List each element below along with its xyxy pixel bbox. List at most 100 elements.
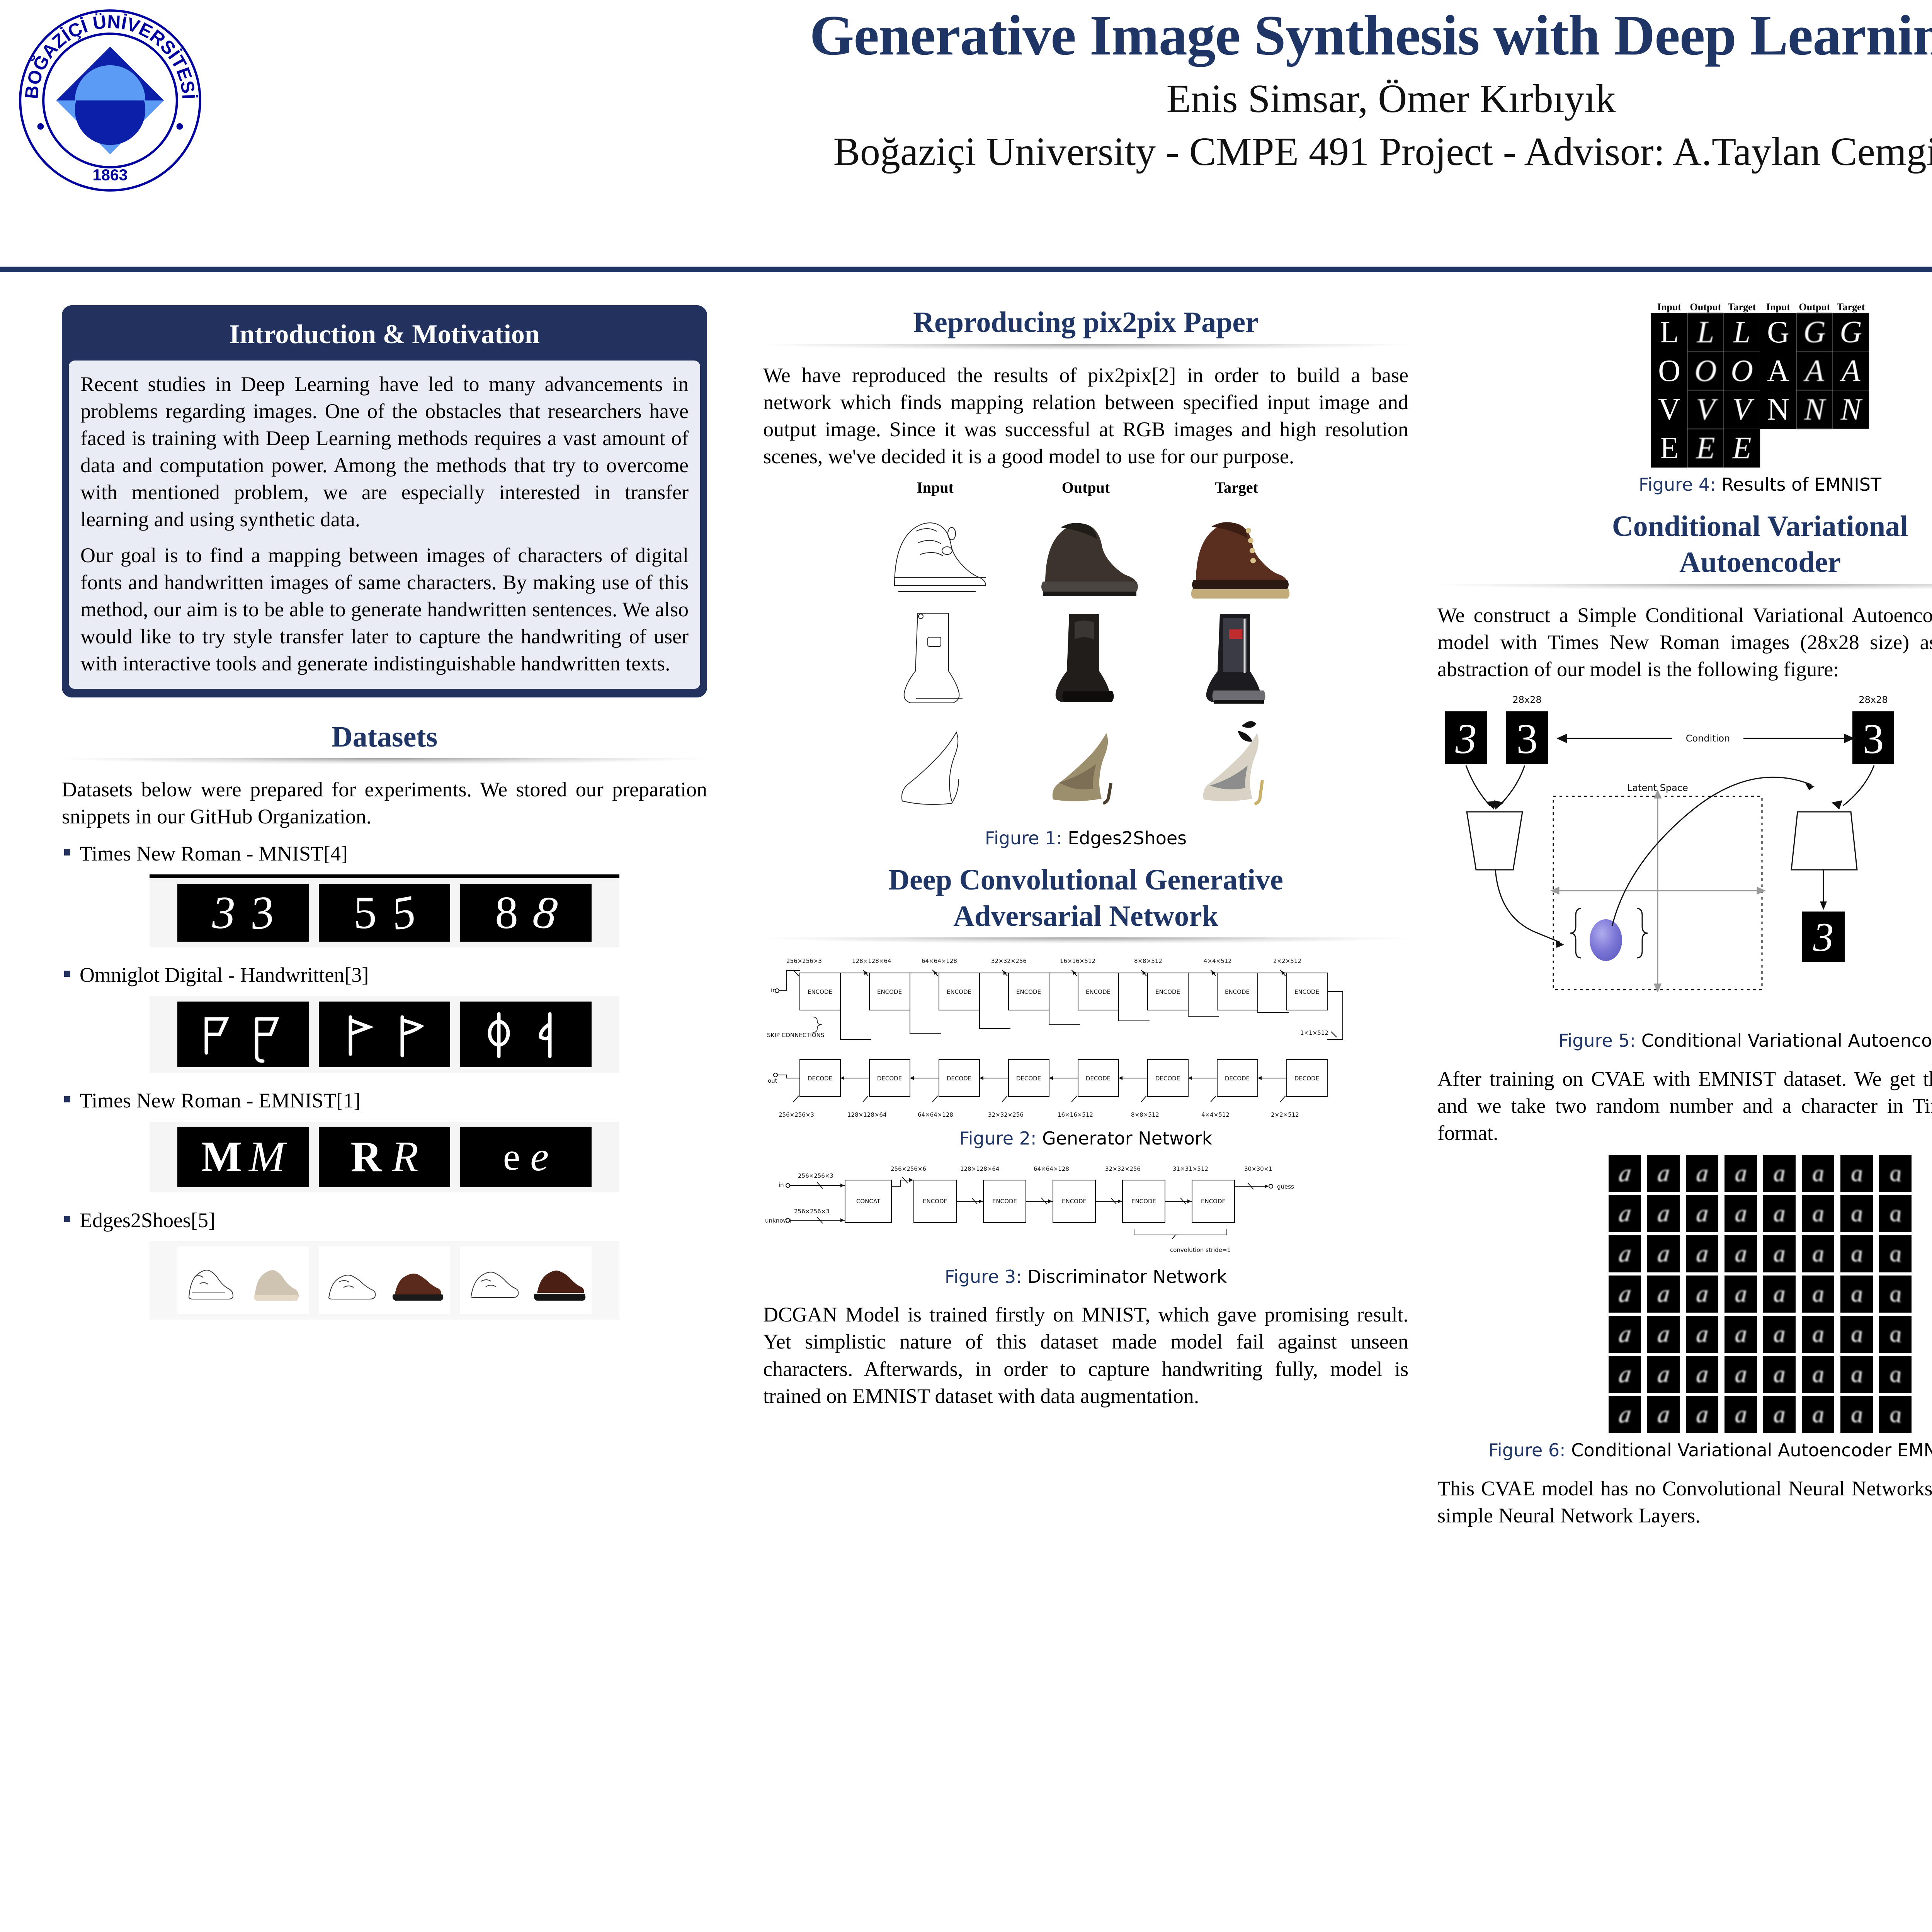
glyph-cell: A	[1833, 352, 1869, 390]
size-label-right: 28x28	[1859, 694, 1888, 705]
dataset-item-omniglot: Omniglot Digital - Handwritten[3]	[62, 960, 707, 990]
figure6-cell: a	[1879, 1195, 1912, 1233]
figure4-row: N N N	[1760, 390, 1869, 429]
dim-label: 16×16×512	[1058, 1111, 1093, 1118]
dim-label: 128×128×64	[847, 1111, 886, 1118]
figure6-cell: a	[1840, 1316, 1873, 1353]
figure5-caption-text: Conditional Variational Autoencoder	[1641, 1030, 1932, 1051]
cvae-title-line2: Autoencoder	[1679, 546, 1841, 579]
encode-block-label: ENCODE	[1225, 988, 1250, 995]
figure6-glyph: a	[1773, 1160, 1786, 1187]
output-boot	[1041, 523, 1138, 597]
dim-label: 32×32×256	[991, 957, 1027, 964]
out-label: out	[768, 1077, 777, 1084]
poster-header: BOĞAZİÇİ ÜNİVERSİTESİ 1863 Generative Im…	[0, 0, 1932, 272]
dim-label: 16×16×512	[1060, 957, 1095, 964]
dataset-samples-emnist: M M R R e e	[150, 1121, 619, 1192]
digit-glyph: 3	[1863, 715, 1884, 762]
figure2-caption-number: Figure 2:	[959, 1128, 1037, 1149]
figure6-glyph: a	[1695, 1240, 1709, 1267]
figure6-cell: a	[1879, 1155, 1912, 1192]
figure6-glyph: a	[1617, 1240, 1633, 1268]
datasets-title: Datasets	[331, 720, 438, 753]
encode-block-label: ENCODE	[1131, 1198, 1156, 1205]
glyph-cell: V	[1687, 390, 1724, 429]
figure6-glyph: a	[1734, 1200, 1747, 1227]
figure4-left-rows: L L L O O O V V V E	[1651, 313, 1760, 468]
figure6-glyph: a	[1617, 1320, 1633, 1348]
figure4-left-labels: Input Output Target	[1651, 301, 1760, 313]
dim-label: 30×30×1	[1244, 1165, 1272, 1172]
decode-block-label: DECODE	[877, 1075, 902, 1082]
sample-tile: 3 3	[177, 884, 309, 942]
figure6-glyph: a	[1888, 1361, 1903, 1388]
figure6-glyph: a	[1850, 1160, 1864, 1187]
figure4-label-input: Input	[1766, 301, 1791, 313]
cvae-paragraph-1: We construct a Simple Conditional Variat…	[1437, 603, 1932, 681]
figure6-cell: a	[1725, 1356, 1757, 1393]
figure6-glyph: a	[1695, 1281, 1709, 1308]
figure6-cell: a	[1802, 1195, 1834, 1233]
figure6-glyph: a	[1850, 1401, 1864, 1428]
dim-label: 4×4×512	[1204, 957, 1232, 964]
figure6-cell: a	[1686, 1235, 1718, 1273]
figure4-caption-text: Results of EMNIST	[1721, 474, 1882, 495]
sample-glyph: e	[530, 1134, 549, 1180]
figure6-cell: a	[1609, 1396, 1641, 1434]
figure4-row: V V V	[1651, 390, 1760, 429]
dcgan-rule	[763, 937, 1408, 944]
encode-block-label: ENCODE	[1086, 988, 1111, 995]
figure6-cell: a	[1609, 1276, 1641, 1313]
figure6-glyph: a	[1617, 1160, 1633, 1187]
figure6-cell: a	[1840, 1276, 1873, 1313]
figure6-glyph: a	[1734, 1281, 1747, 1308]
figure6-cell: a	[1647, 1195, 1680, 1233]
figure6-cell: a	[1609, 1195, 1641, 1233]
dataset-list-omniglot: Omniglot Digital - Handwritten[3]	[62, 960, 707, 990]
sample-tile	[177, 1247, 309, 1315]
figure6-glyph: a	[1656, 1240, 1671, 1268]
dataset-samples-mnist: 3 3 5 5 8 8	[150, 874, 619, 947]
figure6-cell: a	[1879, 1276, 1912, 1313]
figure6-cell: a	[1763, 1276, 1796, 1313]
digit-glyph: 3	[1517, 715, 1538, 762]
glyph-cell: G	[1796, 313, 1833, 352]
dim-label: 128×128×64	[960, 1165, 999, 1172]
poster-authors: Enis Simsar, Ömer Kırbıyık	[1166, 76, 1616, 121]
figure6-glyph: a	[1811, 1321, 1825, 1348]
figure6-glyph: a	[1888, 1320, 1903, 1348]
figure6-glyph: a	[1734, 1240, 1747, 1267]
figure6-cell: a	[1647, 1235, 1680, 1273]
target-boot	[1191, 522, 1290, 599]
in-label: in	[779, 1182, 784, 1189]
figure4-right-group: Input Output Target G G G A A A	[1760, 301, 1869, 468]
figure3-caption-text: Discriminator Network	[1027, 1266, 1227, 1287]
encode-block-label: ENCODE	[947, 988, 971, 995]
figure6-glyph: a	[1850, 1281, 1864, 1308]
figure-2: 256×256×3 128×128×64 64×64×128 32×32×256…	[763, 955, 1408, 1150]
university-logo-left: BOĞAZİÇİ ÜNİVERSİTESİ 1863	[17, 8, 203, 193]
figure5-caption: Figure 5: Conditional Variational Autoen…	[1437, 1030, 1932, 1052]
column-3: Input Output Target L L L O O O	[1437, 301, 1932, 1529]
figure1-caption: Figure 1: Edges2Shoes	[763, 827, 1408, 850]
figure6-glyph: a	[1773, 1240, 1786, 1267]
figure4-row: O O O	[1651, 352, 1760, 390]
cvae-paragraph-3: This CVAE model has no Convolutional Neu…	[1437, 1476, 1932, 1527]
output-heel	[1052, 733, 1112, 805]
decode-block-label: DECODE	[947, 1075, 971, 1082]
target-tallboot	[1206, 614, 1265, 704]
pix2pix-paragraph: We have reproduced the results of pix2pi…	[763, 363, 1408, 468]
sample-tile: R R	[319, 1127, 450, 1187]
figure6-glyph: a	[1850, 1361, 1864, 1388]
figure6-cell: a	[1802, 1276, 1834, 1313]
figure6-cell: a	[1840, 1155, 1873, 1192]
figure6-glyph: a	[1811, 1200, 1825, 1227]
figure6-glyph: a	[1773, 1321, 1786, 1347]
decode-block-label: DECODE	[1225, 1075, 1250, 1082]
cvae-diagram: 28x28 28x28 Condition Latent Space Encod…	[1445, 694, 1894, 993]
dim-label: 64×64×128	[1034, 1165, 1069, 1172]
concat-block-label: CONCAT	[856, 1198, 881, 1205]
figure6-cell: a	[1725, 1276, 1757, 1313]
